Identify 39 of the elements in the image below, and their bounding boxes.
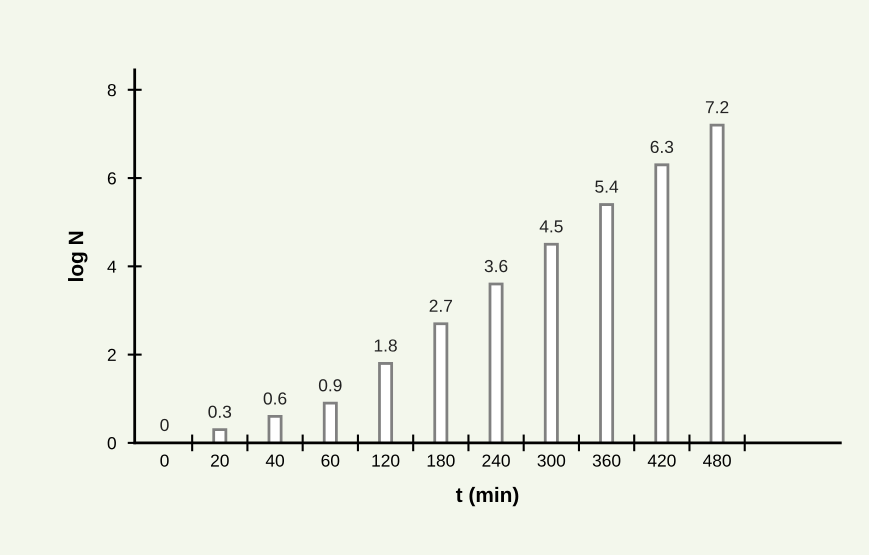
x-tick-label: 60: [322, 454, 340, 467]
x-tick-label: 40: [266, 454, 284, 467]
bar: [599, 203, 614, 443]
x-tick-label: 480: [703, 454, 731, 467]
y-axis-title: log N: [68, 232, 88, 281]
y-tick-label: 6: [108, 172, 116, 185]
y-tick-label: 0: [108, 437, 116, 450]
data-label: 0.6: [264, 392, 286, 405]
bar: [488, 282, 504, 443]
x-tick-label: 120: [372, 454, 400, 467]
data-label: 2.7: [430, 300, 452, 312]
x-tick-label: 180: [428, 454, 455, 467]
bar: [433, 322, 448, 443]
data-label: 0.9: [318, 379, 342, 392]
x-tick-label: 300: [538, 454, 566, 467]
data-label: 1.8: [374, 339, 397, 352]
data-label: 7.2: [706, 101, 728, 114]
y-tick-label: 4: [107, 260, 116, 273]
y-tick-label: 2: [108, 348, 116, 361]
y-tick-label: 8: [108, 84, 116, 96]
x-axis-title: t (min): [456, 486, 518, 506]
data-label: 6.3: [650, 140, 674, 154]
bar: [654, 163, 670, 443]
bar: [710, 124, 725, 443]
bar: [322, 402, 338, 443]
bar: [268, 415, 283, 443]
x-tick-label: 360: [592, 454, 620, 467]
data-label: 0.3: [208, 406, 232, 418]
x-tick-label: 240: [482, 454, 510, 467]
bar: [544, 242, 559, 443]
data-label: 3.6: [484, 260, 508, 272]
bar: [212, 428, 228, 443]
x-tick-label: 0: [160, 454, 169, 467]
x-tick-label: 420: [648, 454, 676, 467]
data-label: 4.5: [540, 220, 563, 233]
data-label: 0: [160, 418, 169, 432]
data-label: 5.4: [595, 180, 618, 193]
bar: [378, 362, 394, 443]
x-tick-label: 20: [211, 454, 229, 467]
